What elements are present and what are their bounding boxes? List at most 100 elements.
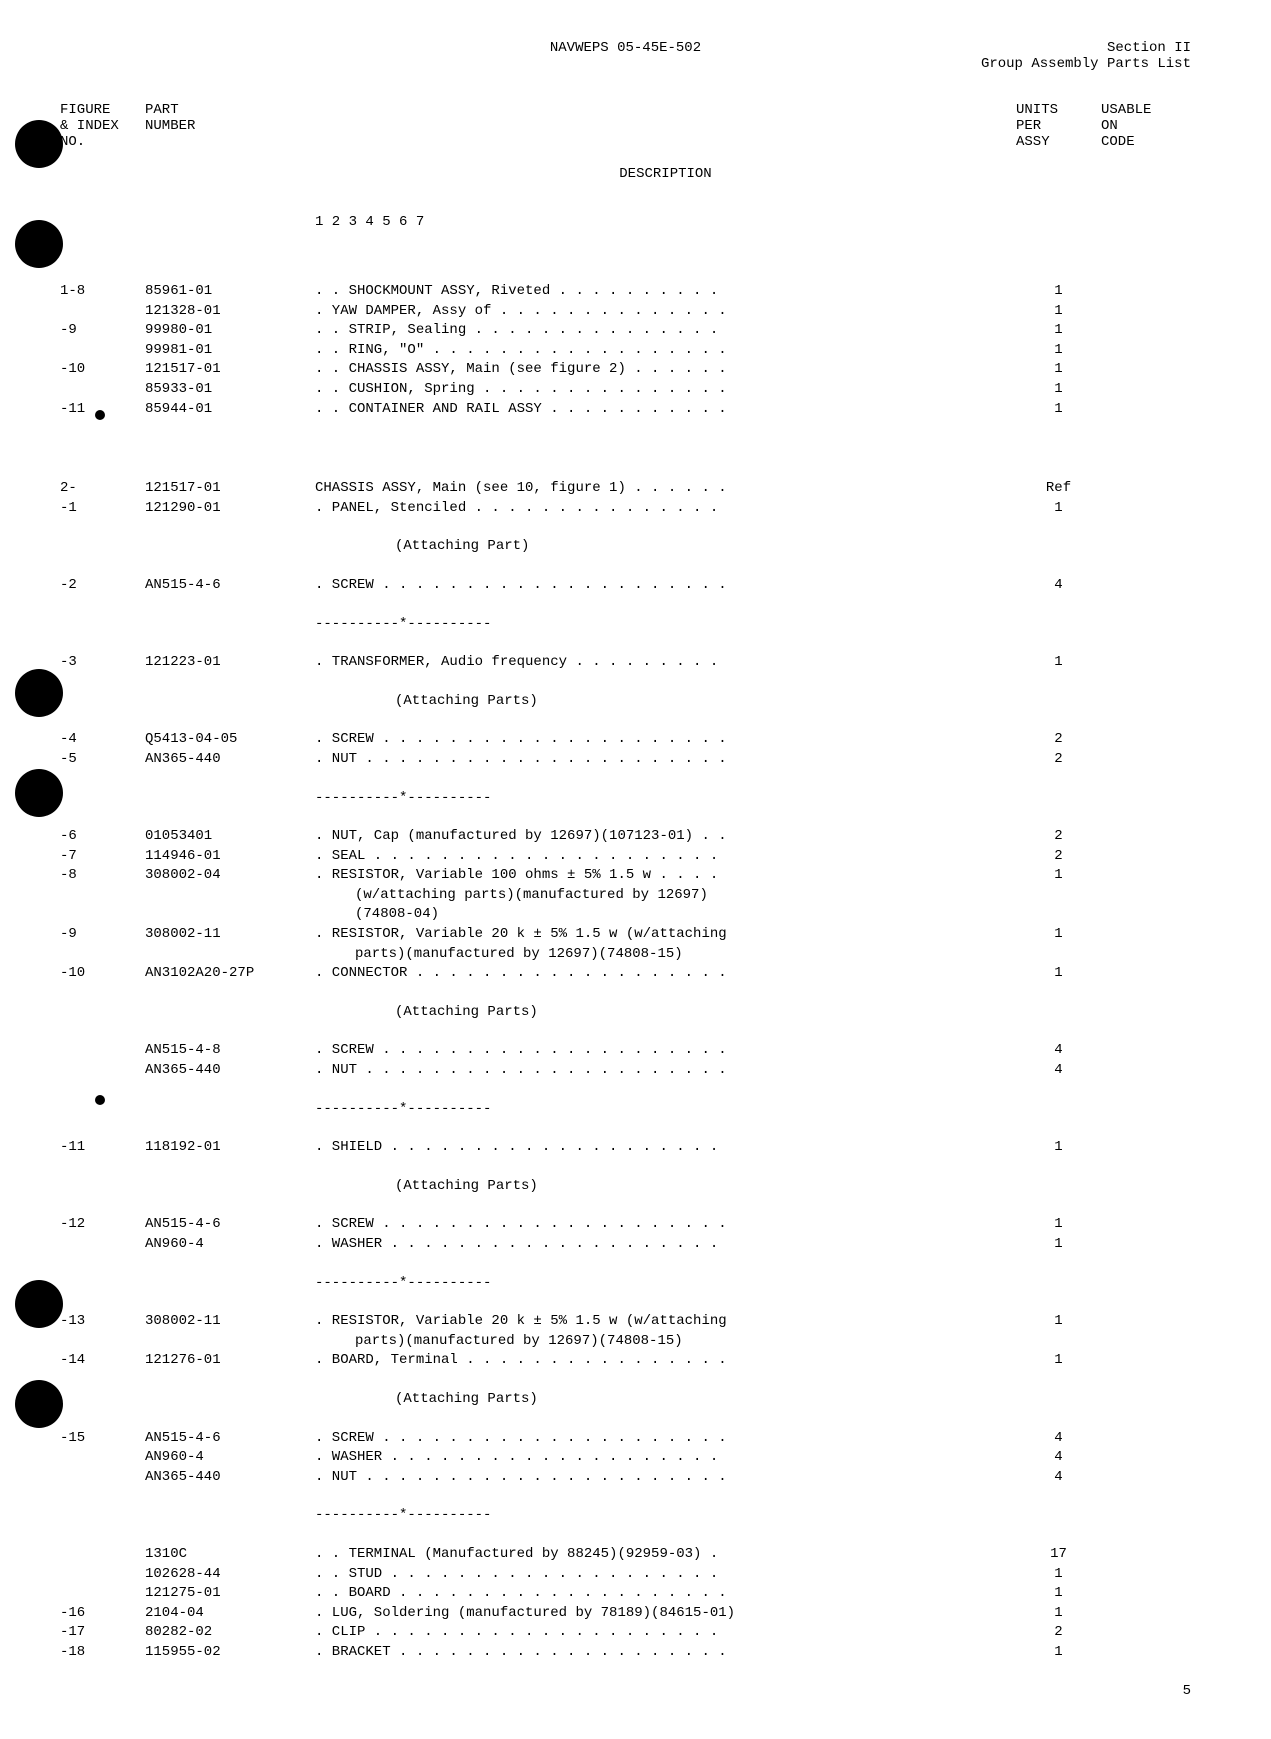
- part-number: AN365-440: [145, 1468, 315, 1488]
- part-description: . LUG, Soldering (manufactured by 78189)…: [315, 1604, 1016, 1624]
- figure-index: -17: [60, 1623, 145, 1643]
- part-description: . . SHOCKMOUNT ASSY, Riveted . . . . . .…: [315, 282, 1016, 302]
- units-per-assy: 1: [1016, 1215, 1101, 1235]
- part-description: . RESISTOR, Variable 20 k ± 5% 1.5 w (w/…: [315, 1312, 1016, 1332]
- part-number: 121290-01: [145, 499, 315, 519]
- table-row: 2-121517-01CHASSIS ASSY, Main (see 10, f…: [60, 479, 1191, 499]
- table-row: AN960-4. WASHER . . . . . . . . . . . . …: [60, 1448, 1191, 1468]
- column-headers: FIGURE & INDEX NO. PART NUMBER DESCRIPTI…: [60, 102, 1191, 262]
- units-per-assy: 2: [1016, 750, 1101, 770]
- units-per-assy: 1: [1016, 925, 1101, 945]
- part-number: 2104-04: [145, 1604, 315, 1624]
- separator-row: ----------*----------: [60, 615, 1191, 635]
- part-number: 85933-01: [145, 380, 315, 400]
- figure-index: -10: [60, 964, 145, 984]
- part-number: AN3102A20-27P: [145, 964, 315, 984]
- part-number: 99980-01: [145, 321, 315, 341]
- table-row: -1185944-01. . CONTAINER AND RAIL ASSY .…: [60, 400, 1191, 420]
- units-per-assy: 1: [1016, 360, 1101, 380]
- separator-row: ----------*----------: [60, 1100, 1191, 1120]
- part-description: . SHIELD . . . . . . . . . . . . . . . .…: [315, 1138, 1016, 1158]
- part-number: 121275-01: [145, 1584, 315, 1604]
- punch-hole: [15, 1280, 63, 1328]
- col-figure-3: NO.: [60, 134, 145, 150]
- units-per-assy: 1: [1016, 499, 1101, 519]
- figure-index: -3: [60, 653, 145, 673]
- units-per-assy: 4: [1016, 1061, 1101, 1081]
- part-description: . NUT, Cap (manufactured by 12697)(10712…: [315, 827, 1016, 847]
- continuation-line: (74808-04): [60, 905, 1191, 925]
- part-description: . NUT . . . . . . . . . . . . . . . . . …: [315, 750, 1016, 770]
- units-per-assy: 1: [1016, 866, 1101, 886]
- col-part-2: NUMBER: [145, 118, 315, 134]
- part-number: AN515-4-6: [145, 1215, 315, 1235]
- table-row: 1-885961-01. . SHOCKMOUNT ASSY, Riveted …: [60, 282, 1191, 302]
- units-per-assy: 1: [1016, 1565, 1101, 1585]
- figure-index: -1: [60, 499, 145, 519]
- col-units-2: PER: [1016, 118, 1101, 134]
- punch-hole: [15, 769, 63, 817]
- col-part-1: PART: [145, 102, 315, 118]
- units-per-assy: 1: [1016, 1138, 1101, 1158]
- figure-index: -4: [60, 730, 145, 750]
- units-per-assy: Ref: [1016, 479, 1101, 499]
- part-description: . PANEL, Stenciled . . . . . . . . . . .…: [315, 499, 1016, 519]
- figure-index: -18: [60, 1643, 145, 1663]
- punch-hole: [15, 1380, 63, 1428]
- attaching-parts-label: (Attaching Part): [60, 537, 1191, 557]
- part-number: 308002-11: [145, 925, 315, 945]
- figure-index: -13: [60, 1312, 145, 1332]
- part-description: . BRACKET . . . . . . . . . . . . . . . …: [315, 1643, 1016, 1663]
- part-number: 308002-11: [145, 1312, 315, 1332]
- part-number: 1310C: [145, 1545, 315, 1565]
- table-row: -18115955-02. BRACKET . . . . . . . . . …: [60, 1643, 1191, 1663]
- part-number: 121517-01: [145, 479, 315, 499]
- part-description: . . CUSHION, Spring . . . . . . . . . . …: [315, 380, 1016, 400]
- units-per-assy: 4: [1016, 1429, 1101, 1449]
- part-number: 121276-01: [145, 1351, 315, 1371]
- part-description: . SEAL . . . . . . . . . . . . . . . . .…: [315, 847, 1016, 867]
- part-number: 118192-01: [145, 1138, 315, 1158]
- table-row: AN515-4-8. SCREW . . . . . . . . . . . .…: [60, 1041, 1191, 1061]
- units-per-assy: 1: [1016, 380, 1101, 400]
- part-description: . CONNECTOR . . . . . . . . . . . . . . …: [315, 964, 1016, 984]
- part-number: AN515-4-6: [145, 576, 315, 596]
- col-desc-2: DESCRIPTION: [315, 166, 1016, 182]
- part-description: . RESISTOR, Variable 20 k ± 5% 1.5 w (w/…: [315, 925, 1016, 945]
- part-number: 115955-02: [145, 1643, 315, 1663]
- part-number: 99981-01: [145, 341, 315, 361]
- figure-index: -12: [60, 1215, 145, 1235]
- part-number: AN515-4-6: [145, 1429, 315, 1449]
- units-per-assy: 4: [1016, 576, 1101, 596]
- continuation-line: parts)(manufactured by 12697)(74808-15): [60, 945, 1191, 965]
- table-row: -4Q5413-04-05. SCREW . . . . . . . . . .…: [60, 730, 1191, 750]
- table-row: -1780282-02. CLIP . . . . . . . . . . . …: [60, 1623, 1191, 1643]
- part-description: . . STUD . . . . . . . . . . . . . . . .…: [315, 1565, 1016, 1585]
- col-figure-2: & INDEX: [60, 118, 145, 134]
- table-row: -3121223-01. TRANSFORMER, Audio frequenc…: [60, 653, 1191, 673]
- table-row: AN365-440. NUT . . . . . . . . . . . . .…: [60, 1061, 1191, 1081]
- units-per-assy: 2: [1016, 827, 1101, 847]
- part-description: . . CHASSIS ASSY, Main (see figure 2) . …: [315, 360, 1016, 380]
- part-description: . . CONTAINER AND RAIL ASSY . . . . . . …: [315, 400, 1016, 420]
- part-description: . SCREW . . . . . . . . . . . . . . . . …: [315, 1429, 1016, 1449]
- part-number: 85944-01: [145, 400, 315, 420]
- dot-marker: [95, 1095, 105, 1105]
- table-row: AN960-4. WASHER . . . . . . . . . . . . …: [60, 1235, 1191, 1255]
- part-description: . BOARD, Terminal . . . . . . . . . . . …: [315, 1351, 1016, 1371]
- part-description: . . BOARD . . . . . . . . . . . . . . . …: [315, 1584, 1016, 1604]
- figure-index: -14: [60, 1351, 145, 1371]
- separator-row: ----------*----------: [60, 1506, 1191, 1526]
- figure-index: -2: [60, 576, 145, 596]
- section-label: Section II: [971, 40, 1191, 56]
- table-row: -2AN515-4-6. SCREW . . . . . . . . . . .…: [60, 576, 1191, 596]
- part-number: AN960-4: [145, 1235, 315, 1255]
- part-number: 121223-01: [145, 653, 315, 673]
- units-per-assy: 1: [1016, 321, 1101, 341]
- table-row: AN365-440. NUT . . . . . . . . . . . . .…: [60, 1468, 1191, 1488]
- part-description: . . TERMINAL (Manufactured by 88245)(929…: [315, 1545, 1016, 1565]
- separator-row: ----------*----------: [60, 1274, 1191, 1294]
- continuation-line: parts)(manufactured by 12697)(74808-15): [60, 1332, 1191, 1352]
- table-row: -7114946-01. SEAL . . . . . . . . . . . …: [60, 847, 1191, 867]
- part-description: . YAW DAMPER, Assy of . . . . . . . . . …: [315, 302, 1016, 322]
